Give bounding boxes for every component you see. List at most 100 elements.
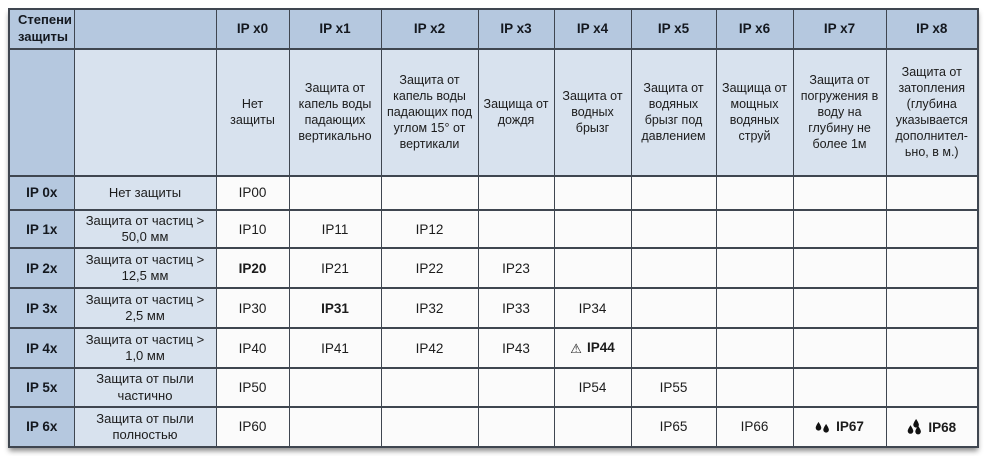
empty-cell <box>792 208 887 250</box>
ip-code-cell: IP23 <box>477 247 555 290</box>
column-header-ipx5: IP x5 <box>630 8 717 50</box>
empty-cell <box>792 327 887 370</box>
empty-cell <box>553 174 632 211</box>
empty-cell <box>477 208 555 250</box>
empty-cell <box>885 367 979 408</box>
ip-code: IP11 <box>321 221 349 237</box>
table-row: IP 3x Защита от частиц > 2,5 мм IP30 IP31 IP… <box>8 287 979 330</box>
empty-cell <box>630 208 717 250</box>
ip-code-cell: IP55 <box>630 367 717 408</box>
ip-code-cell: IP34 <box>553 287 632 330</box>
ip-code: IP55 <box>659 380 688 396</box>
water-drops-icon <box>815 422 830 433</box>
ip-code-cell: IP65 <box>630 405 717 448</box>
row-label: IP 4x <box>8 327 75 370</box>
ip-code: IP23 <box>502 260 530 276</box>
row-label: IP 2x <box>8 247 75 290</box>
ip-code: IP60 <box>238 419 267 435</box>
empty-cell <box>715 287 794 330</box>
row-description: Защита от частиц > 1,0 мм <box>73 327 217 370</box>
empty-cell <box>792 174 887 211</box>
ip-code-cell: IP43 <box>477 327 555 370</box>
column-description-ipx3: Защища от дождя <box>477 47 555 177</box>
ip-code: IP22 <box>415 260 444 276</box>
empty-cell <box>885 287 979 330</box>
column-header-ipx8: IP x8 <box>885 8 979 50</box>
table-row: IP 2x Защита от частиц > 12,5 мм IP20 IP21 I… <box>8 247 979 290</box>
empty-cell <box>477 174 555 211</box>
empty-cell <box>288 174 382 211</box>
column-header-ipx3: IP x3 <box>477 8 555 50</box>
subheader-empty-desc <box>73 47 217 177</box>
ip-code-cell: IP21 <box>288 247 382 290</box>
empty-cell <box>630 247 717 290</box>
column-description-ipx8: Защита от затопления (глубина указываетс… <box>885 47 979 177</box>
row-label: IP 5x <box>8 367 75 408</box>
ip-code: IP32 <box>415 300 444 316</box>
row-description: Защита от пыли полностью <box>73 405 217 448</box>
ip-code: IP50 <box>238 380 267 396</box>
column-header-ipx4: IP x4 <box>553 8 632 50</box>
ip-code-cell: IP12 <box>380 208 479 250</box>
column-header-ipx0: IP x0 <box>215 8 290 50</box>
ip-code-cell: IP41 <box>288 327 382 370</box>
empty-cell <box>885 174 979 211</box>
screenshot-canvas: Степени защиты IP x0 IP x1 IP x2 IP x3 I… <box>0 8 985 456</box>
empty-cell <box>477 367 555 408</box>
empty-cell <box>288 405 382 448</box>
ip-code-cell: IP30 <box>215 287 290 330</box>
ip-code: IP43 <box>502 340 530 356</box>
ip-code: IP12 <box>415 221 444 237</box>
ip-code: IP34 <box>578 300 607 316</box>
table-row: IP 1x Защита от частиц > 50,0 мм IP10 IP11 I… <box>8 208 979 250</box>
column-description-ipx7: Защита от погружения в воду на глубину н… <box>792 47 887 177</box>
row-label: IP 0x <box>8 174 75 211</box>
table-row: IP 6x Защита от пыли полностью IP60 IP65 IP6… <box>8 405 979 448</box>
table-title: Степени защиты <box>8 8 75 50</box>
row-description: Защита от частиц > 12,5 мм <box>73 247 217 290</box>
empty-cell <box>885 327 979 370</box>
empty-cell <box>885 208 979 250</box>
row-description: Защита от частиц > 50,0 мм <box>73 208 217 250</box>
ip-code-cell: IP50 <box>215 367 290 408</box>
column-header-ipx6: IP x6 <box>715 8 794 50</box>
row-label: IP 3x <box>8 287 75 330</box>
ip-code-cell: IP31 <box>288 287 382 330</box>
ip-code-cell: IP20 <box>215 247 290 290</box>
ip-code: IP67 <box>836 419 864 435</box>
empty-cell <box>380 405 479 448</box>
empty-cell <box>380 367 479 408</box>
ip-code-cell: ⚠ IP44 <box>553 327 632 370</box>
empty-cell <box>630 174 717 211</box>
table-row: IP 5x Защита от пыли частично IP50 IP54 IP55 <box>8 367 979 408</box>
ip-code-cell: IP33 <box>477 287 555 330</box>
ip-code: IP54 <box>578 380 607 396</box>
ip-code: IP44 <box>586 339 615 355</box>
ip-code: IP30 <box>238 300 267 316</box>
ip-code: IP10 <box>238 221 267 237</box>
column-header-ipx7: IP x7 <box>792 8 887 50</box>
ip-code: IP31 <box>321 300 349 316</box>
ip-code: IP65 <box>659 419 688 435</box>
row-label: IP 1x <box>8 208 75 250</box>
ip-code-cell: IP67 <box>792 405 887 448</box>
row-description: Защита от пыли частично <box>73 367 217 408</box>
ip-code: IP42 <box>415 340 444 356</box>
column-header-ipx2: IP x2 <box>380 8 479 50</box>
column-description-row: Нет защиты Защита от капель воды падающи… <box>8 47 979 177</box>
empty-cell <box>715 208 794 250</box>
ip-code-cell: IP66 <box>715 405 794 448</box>
empty-cell <box>288 367 382 408</box>
ip-code-cell: IP40 <box>215 327 290 370</box>
ip-code-cell: IP00 <box>215 174 290 211</box>
ip-code: IP21 <box>321 260 349 276</box>
ip-code: IP41 <box>321 340 349 356</box>
ip-code-cell: IP68 <box>885 405 979 448</box>
empty-cell <box>715 367 794 408</box>
column-header-ipx1: IP x1 <box>288 8 382 50</box>
empty-cell <box>885 247 979 290</box>
empty-cell <box>792 367 887 408</box>
empty-cell <box>380 174 479 211</box>
empty-cell <box>715 327 794 370</box>
empty-cell <box>630 287 717 330</box>
